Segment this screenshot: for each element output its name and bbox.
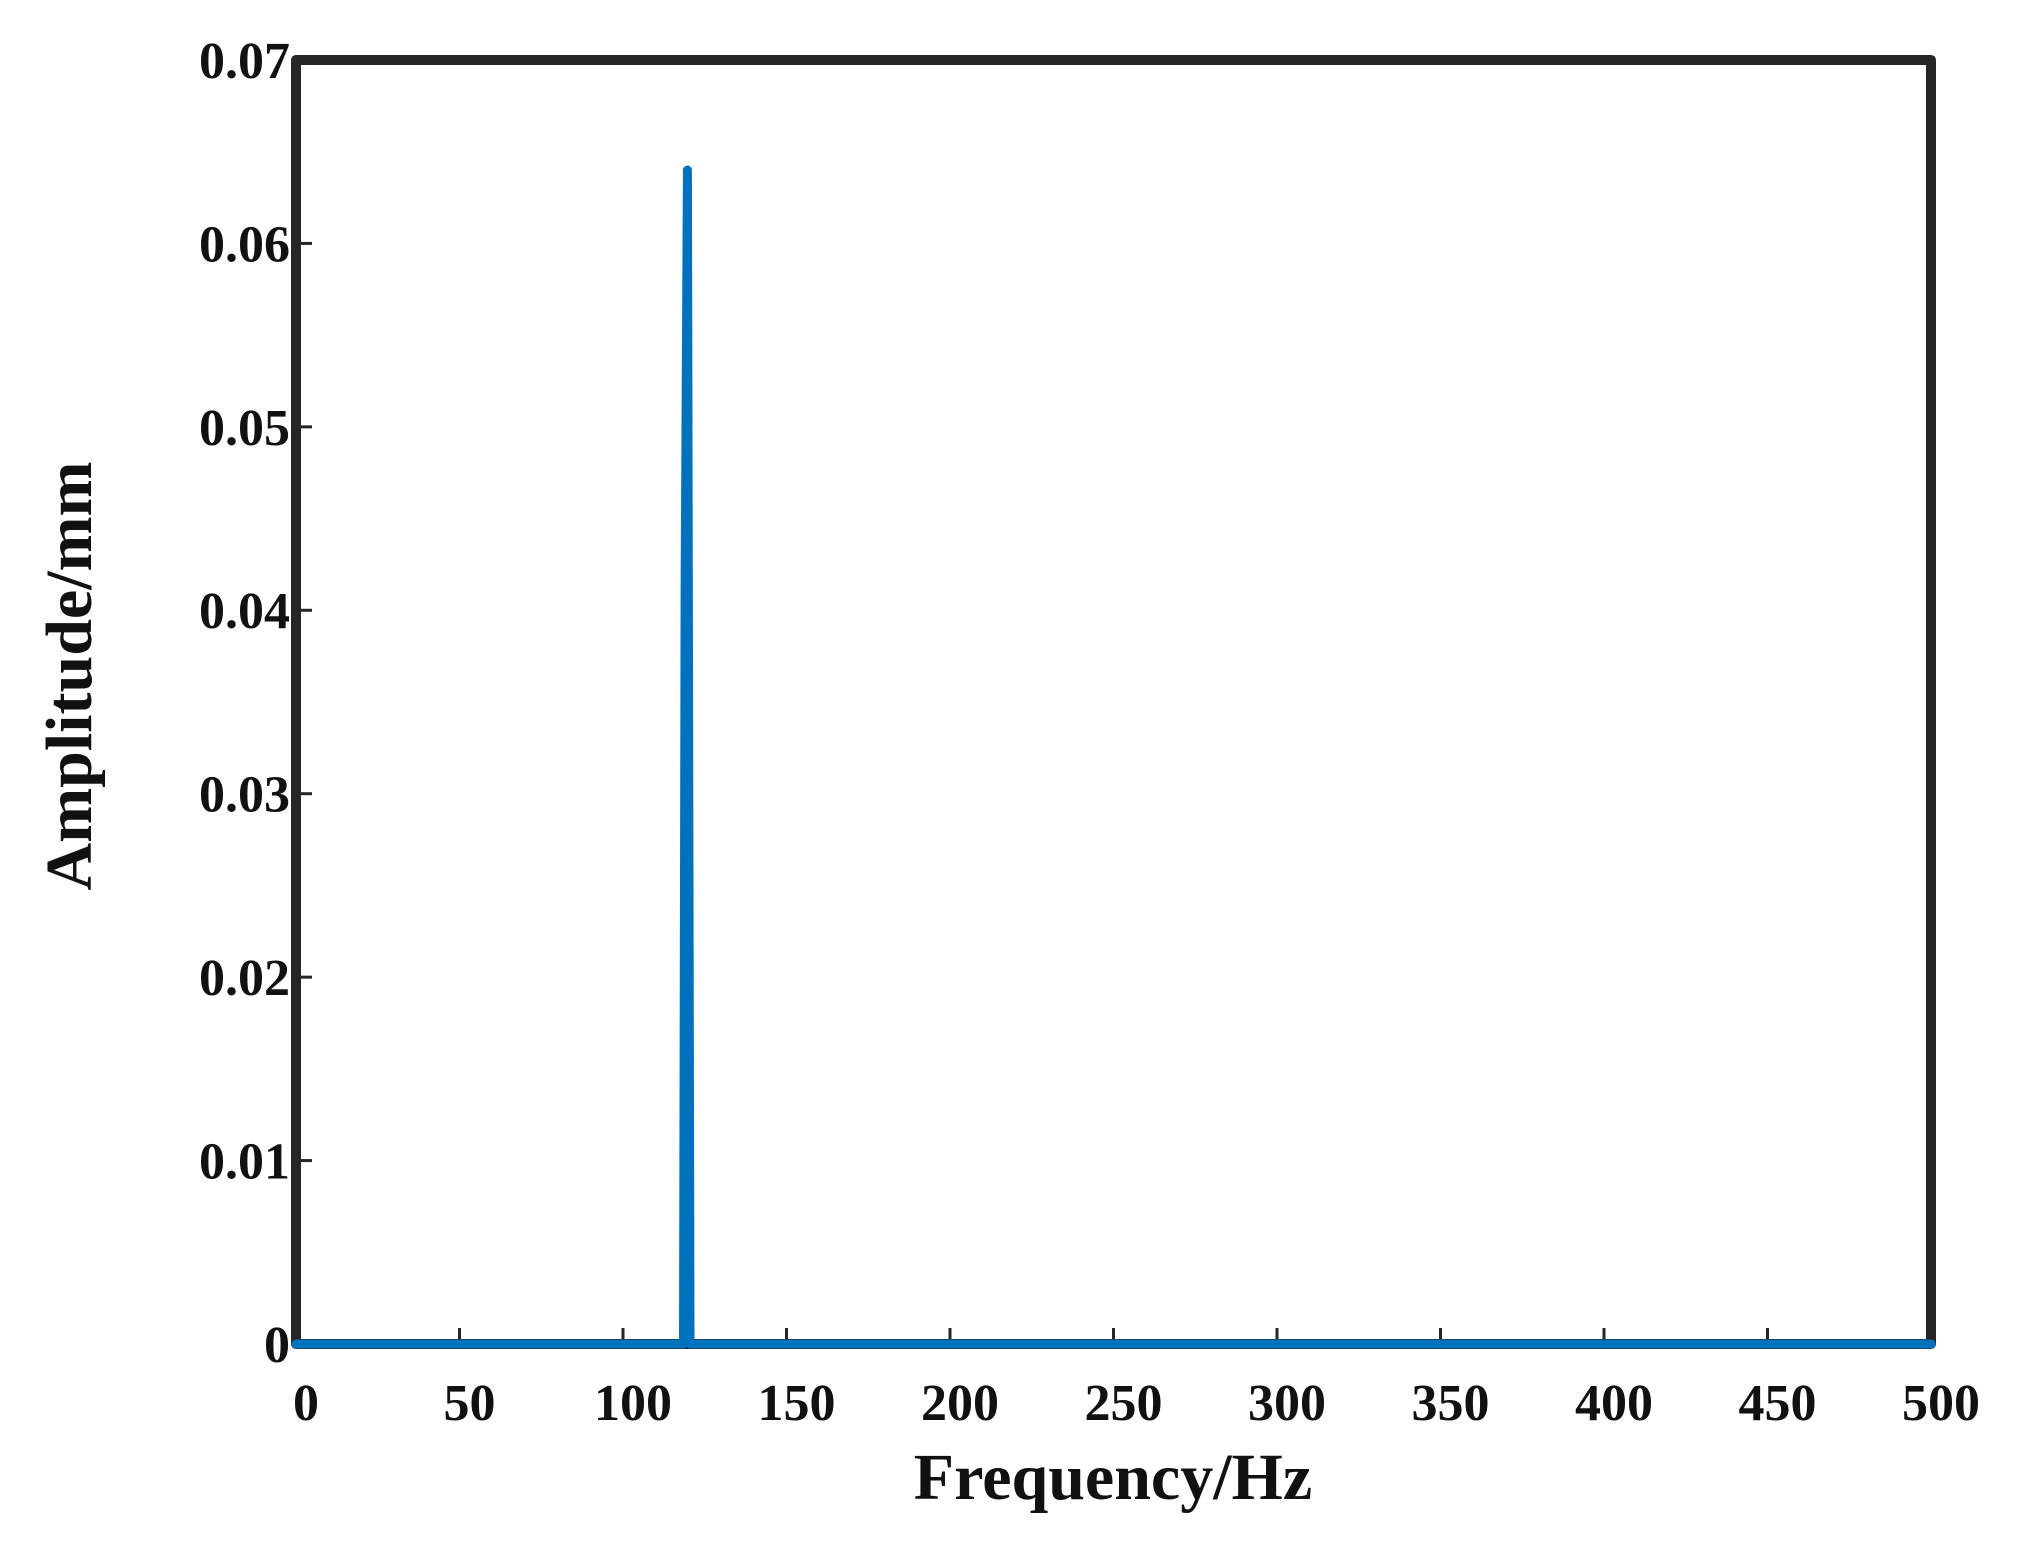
data-line (291, 165, 1936, 1349)
y-tick-label: 0.01 (199, 1134, 290, 1191)
x-tick-label: 0 (293, 1375, 319, 1432)
x-tick-label: 50 (444, 1375, 496, 1432)
x-tick-label: 400 (1575, 1375, 1653, 1432)
x-tick-label: 350 (1412, 1375, 1490, 1432)
y-tick-label: 0.04 (199, 583, 290, 640)
x-tick-label: 250 (1085, 1375, 1163, 1432)
y-tick-label: 0 (264, 1317, 290, 1374)
y-tick-label: 0.02 (199, 950, 290, 1007)
x-tick-label: 300 (1248, 1375, 1326, 1432)
plot-frame (291, 55, 1936, 1349)
y-tick-label: 0.06 (199, 216, 290, 273)
x-tick-label: 450 (1739, 1375, 1817, 1432)
y-tick-label: 0.05 (199, 400, 290, 457)
x-tick-label: 200 (921, 1375, 999, 1432)
x-tick-label: 500 (1902, 1375, 1980, 1432)
x-tick-label: 100 (594, 1375, 672, 1432)
y-axis-label: Amplitude/mm (33, 462, 106, 891)
y-tick-label: 0.03 (199, 767, 290, 824)
y-tick-label: 0.07 (199, 33, 290, 90)
x-tick-label: 150 (758, 1375, 836, 1432)
x-axis-label: Frequency/Hz (914, 1441, 1312, 1514)
